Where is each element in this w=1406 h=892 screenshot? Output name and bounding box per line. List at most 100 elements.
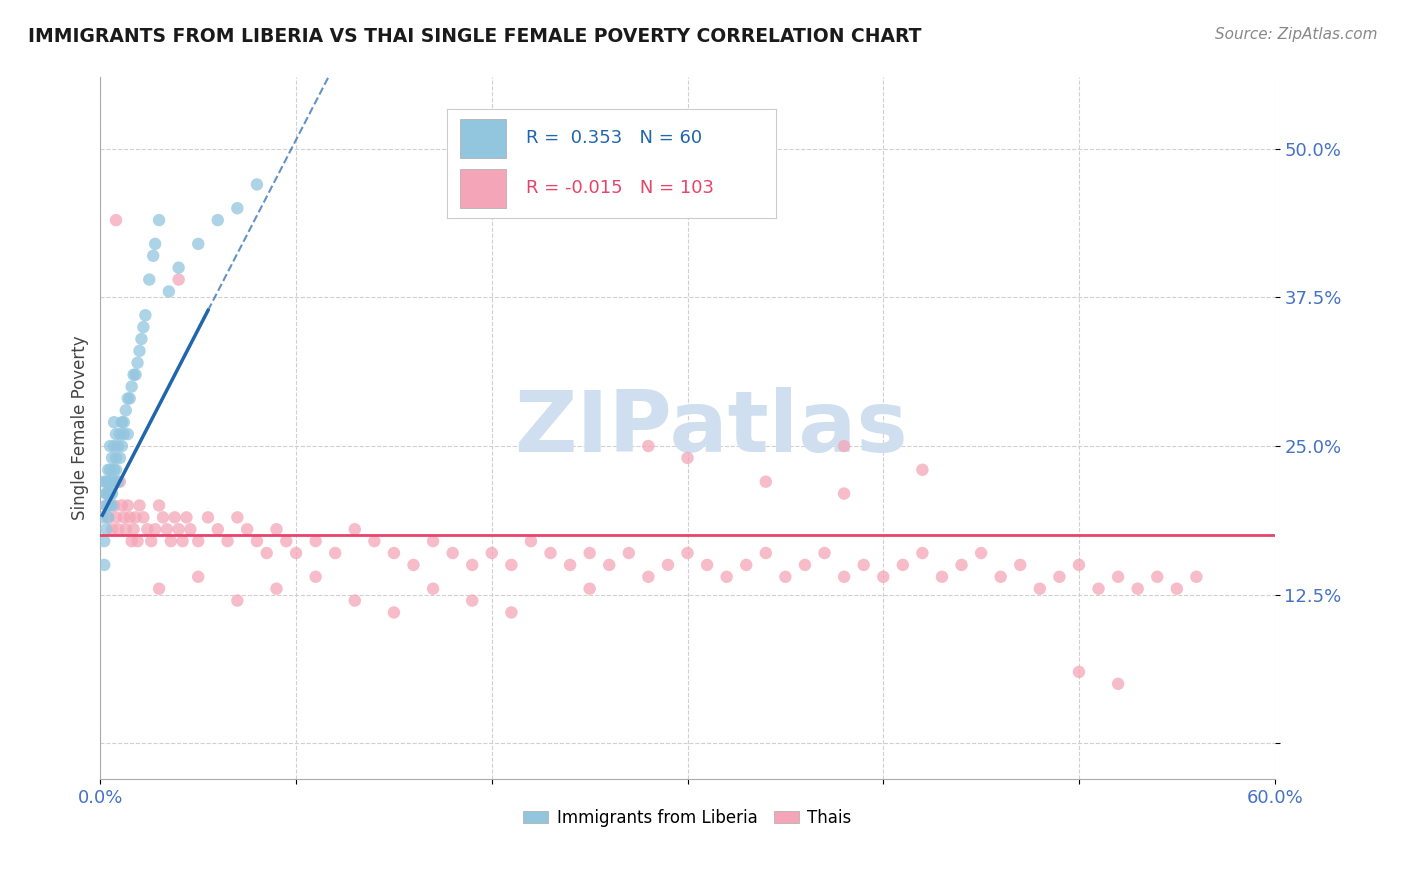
Point [157, 285, 180, 299]
Point [117, 499, 139, 513]
Point [578, 546, 600, 560]
Point [755, 475, 778, 489]
Point [103, 463, 125, 477]
Point [98, 463, 121, 477]
Text: IMMIGRANTS FROM LIBERIA VS THAI SINGLE FEMALE POVERTY CORRELATION CHART: IMMIGRANTS FROM LIBERIA VS THAI SINGLE F… [28, 27, 921, 45]
Point [105, 450, 128, 465]
Point [138, 272, 160, 286]
Point [118, 392, 141, 406]
Point [93, 534, 115, 549]
Point [832, 570, 855, 584]
Text: ZIPatlas: ZIPatlas [515, 386, 908, 470]
Point [103, 499, 125, 513]
Point [794, 558, 817, 572]
Text: Source: ZipAtlas.com: Source: ZipAtlas.com [1215, 27, 1378, 42]
Point [118, 510, 141, 524]
Point [716, 570, 738, 584]
Point [990, 570, 1012, 584]
Point [402, 558, 425, 572]
Point [105, 510, 128, 524]
Point [97, 463, 120, 477]
Point [112, 510, 135, 524]
Point [136, 522, 159, 536]
Point [143, 522, 166, 536]
Point [97, 510, 120, 524]
Point [832, 439, 855, 453]
Point [266, 522, 288, 536]
Point [1087, 582, 1109, 596]
Point [236, 522, 259, 536]
Point [112, 427, 135, 442]
Point [131, 332, 153, 346]
Y-axis label: Single Female Poverty: Single Female Poverty [72, 336, 89, 521]
Point [598, 558, 620, 572]
Point [1107, 677, 1129, 691]
Point [97, 499, 120, 513]
Point [256, 546, 278, 560]
Point [305, 534, 328, 549]
Point [187, 534, 209, 549]
Point [343, 593, 366, 607]
Point [1029, 582, 1052, 596]
Point [187, 236, 209, 251]
Point [501, 606, 523, 620]
Point [931, 570, 953, 584]
Point [163, 510, 186, 524]
Point [101, 522, 124, 536]
Point [755, 546, 778, 560]
Point [246, 178, 269, 192]
Point [285, 546, 308, 560]
Point [167, 272, 190, 286]
Point [197, 510, 219, 524]
Point [105, 213, 128, 227]
Point [114, 522, 136, 536]
Point [108, 450, 131, 465]
Point [132, 510, 155, 524]
Legend: Immigrants from Liberia, Thais: Immigrants from Liberia, Thais [516, 803, 858, 834]
Point [657, 558, 679, 572]
Point [105, 463, 128, 477]
Point [148, 499, 170, 513]
Point [520, 534, 543, 549]
Point [114, 403, 136, 417]
Point [578, 582, 600, 596]
Point [143, 236, 166, 251]
Point [91, 510, 114, 524]
Point [911, 546, 934, 560]
Point [142, 249, 165, 263]
Point [461, 593, 484, 607]
Point [148, 582, 170, 596]
Point [132, 320, 155, 334]
Point [108, 475, 131, 489]
Point [97, 475, 120, 489]
Point [637, 439, 659, 453]
Point [246, 534, 269, 549]
Point [111, 439, 134, 453]
Point [501, 558, 523, 572]
Point [122, 522, 145, 536]
Point [813, 546, 835, 560]
Point [187, 570, 209, 584]
Point [735, 558, 758, 572]
Point [343, 522, 366, 536]
Point [105, 427, 128, 442]
Point [122, 368, 145, 382]
Point [96, 522, 118, 536]
Point [266, 582, 288, 596]
Point [111, 415, 134, 429]
Point [152, 510, 174, 524]
Point [422, 582, 444, 596]
Point [141, 534, 163, 549]
Point [872, 570, 894, 584]
Point [96, 499, 118, 513]
Point [93, 475, 115, 489]
Point [481, 546, 503, 560]
Point [1067, 558, 1090, 572]
Point [363, 534, 385, 549]
Point [111, 499, 134, 513]
Point [101, 499, 124, 513]
Point [103, 475, 125, 489]
Point [676, 450, 699, 465]
Point [1107, 570, 1129, 584]
Point [167, 260, 190, 275]
